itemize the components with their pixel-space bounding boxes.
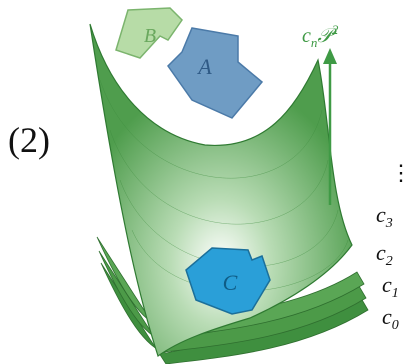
level-label: c2 bbox=[376, 240, 393, 269]
shape-a bbox=[168, 28, 262, 118]
shape-label: A bbox=[196, 54, 212, 79]
shape-label: B bbox=[144, 25, 156, 47]
arrow-label: cn𝒫2 bbox=[302, 22, 339, 50]
level-label: c3 bbox=[376, 202, 393, 231]
shape-label: C bbox=[223, 270, 238, 295]
level-label: c1 bbox=[382, 272, 399, 301]
level-label: c0 bbox=[382, 304, 399, 333]
figure: B A C (2) cn𝒫2 ⋮ c3 c2 c1 c0 bbox=[0, 0, 413, 364]
ellipsis: ⋮ bbox=[390, 160, 412, 185]
panel-label: (2) bbox=[8, 120, 50, 160]
